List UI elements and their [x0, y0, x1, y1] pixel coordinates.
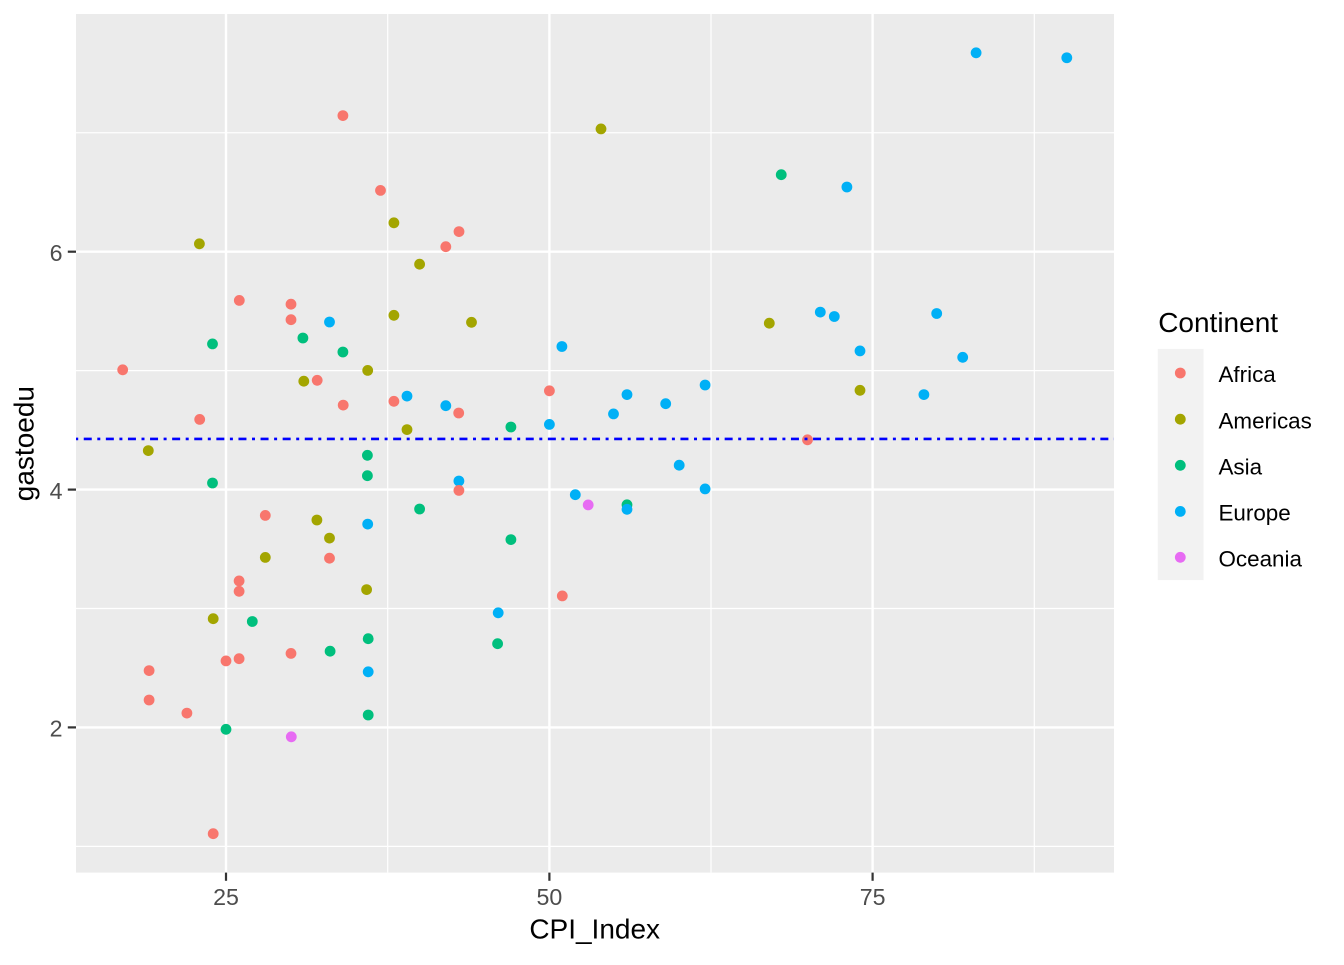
svg-text:Continent: Continent — [1158, 307, 1278, 338]
svg-text:Americas: Americas — [1219, 408, 1312, 433]
svg-text:50: 50 — [537, 884, 563, 910]
svg-text:Oceania: Oceania — [1219, 547, 1303, 572]
svg-text:25: 25 — [213, 884, 239, 910]
svg-text:75: 75 — [860, 884, 886, 910]
svg-text:4: 4 — [50, 478, 63, 504]
svg-text:gastoedu: gastoedu — [9, 386, 40, 501]
svg-text:Asia: Asia — [1219, 455, 1263, 480]
svg-text:2: 2 — [50, 716, 63, 742]
svg-text:Europe: Europe — [1219, 501, 1291, 526]
svg-text:6: 6 — [50, 240, 63, 266]
svg-text:CPI_Index: CPI_Index — [529, 914, 660, 945]
svg-text:Africa: Africa — [1219, 362, 1277, 387]
